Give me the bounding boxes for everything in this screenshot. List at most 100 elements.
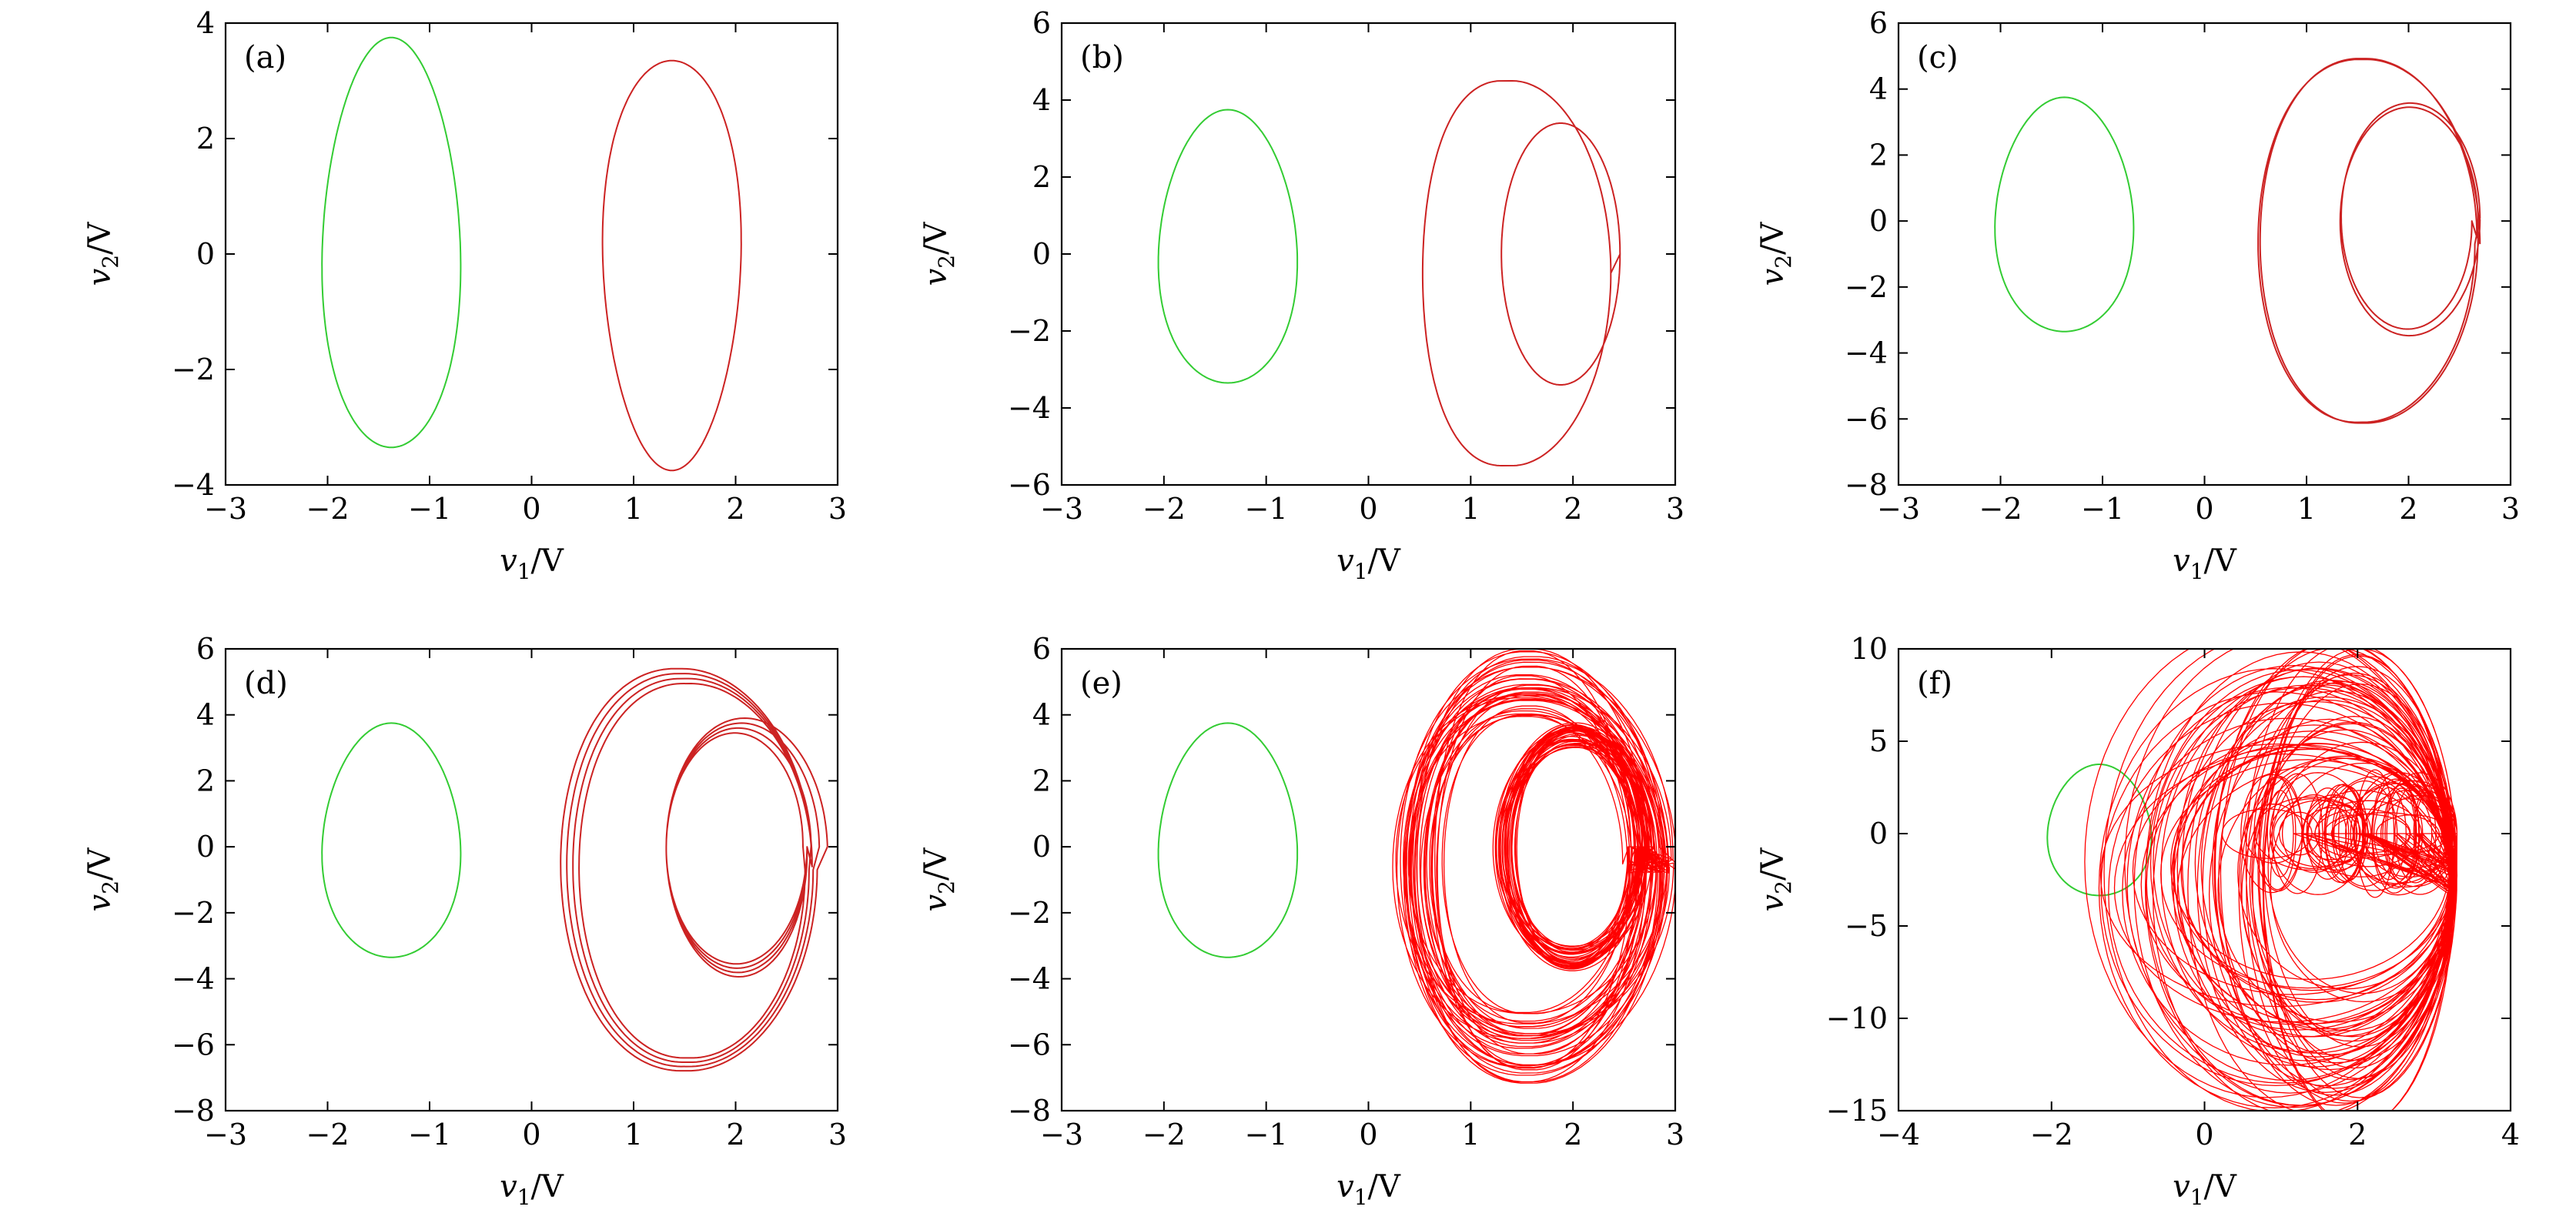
y-tick-label: 2 (1032, 764, 1051, 797)
x-tick-label: −3 (1877, 492, 1920, 526)
x-axis-label: v1/V (1337, 543, 1401, 584)
x-tick-label: 0 (1359, 1118, 1377, 1151)
x-tick-label: −3 (1040, 492, 1083, 526)
x-tick-label: 2 (726, 492, 744, 526)
panel-f: −4 −2 0 2 4 −15 −10 −5 0 5 10 (f) v1/V v2/V (1755, 632, 2520, 1210)
y-tick-label: −8 (1008, 1094, 1051, 1128)
x-tick-label: 2 (2399, 492, 2417, 526)
x-tick-label: 0 (1359, 492, 1377, 526)
series-red-orbit (601, 59, 742, 472)
y-tick-label: −5 (1845, 909, 1888, 943)
series-green-orbit (321, 722, 462, 958)
plot-area (2046, 649, 2458, 1111)
x-tick-label: 1 (624, 1118, 643, 1151)
plot-area (321, 36, 742, 472)
x-tick-label: −1 (408, 1118, 451, 1151)
series-red-orbit (1421, 80, 1621, 466)
y-tick-label: −2 (172, 896, 215, 930)
y-tick-label: 0 (1032, 830, 1051, 864)
x-tick-label: −2 (1979, 492, 2022, 526)
series-red-orbit (560, 667, 828, 1072)
y-axis-label: v2/V (918, 221, 959, 286)
y-tick-label: −6 (1845, 402, 1888, 436)
y-axis-label: v2/V (1755, 221, 1796, 286)
x-tick-label: 3 (1666, 492, 1684, 526)
x-tick-label: 1 (1461, 492, 1480, 526)
axes-frame (224, 22, 839, 486)
y-tick-label: 2 (1032, 160, 1051, 194)
x-tick-label: −3 (204, 492, 247, 526)
axes-frame (1060, 22, 1677, 486)
y-tick-label: −4 (1845, 336, 1888, 370)
y-tick-label: 2 (196, 764, 215, 797)
y-tick-label: 2 (196, 122, 215, 155)
x-tick-label: −2 (1142, 492, 1186, 526)
x-tick-label: −3 (1040, 1118, 1083, 1151)
x-tick-label: 0 (522, 492, 540, 526)
y-tick-label: 0 (1869, 204, 1888, 238)
x-tick-label: 2 (1564, 1118, 1582, 1151)
plot-area (321, 667, 828, 1072)
plot-area (1994, 58, 2481, 424)
x-tick-label: 2 (1564, 492, 1582, 526)
x-tick-label: −1 (408, 492, 451, 526)
y-tick-label: 4 (196, 698, 215, 732)
plot-area (1157, 649, 1675, 1084)
x-tick-label: 1 (624, 492, 643, 526)
x-tick-label: −3 (204, 1118, 247, 1151)
x-tick-label: 2 (726, 1118, 744, 1151)
y-tick-label: 2 (1869, 138, 1888, 172)
y-tick-label: 4 (1869, 72, 1888, 106)
y-tick-label: 10 (1851, 632, 1888, 666)
x-tick-label: 3 (828, 492, 847, 526)
panel-label: (d) (244, 666, 288, 701)
x-tick-label: −2 (306, 1118, 349, 1151)
series-green-orbit (2046, 764, 2153, 897)
y-tick-label: −4 (172, 962, 215, 996)
y-tick-label: −6 (1008, 1028, 1051, 1061)
x-tick-label: −1 (1245, 1118, 1288, 1151)
panel-b: −3 −2 −1 0 1 2 3 −6 −4 −2 0 2 4 6 (b) v1/V v2/V (918, 6, 1684, 584)
x-axis-label: v1/V (1337, 1169, 1401, 1210)
x-tick-label: −2 (306, 492, 349, 526)
y-tick-label: −6 (1008, 468, 1051, 502)
y-tick-label: −2 (172, 353, 215, 386)
y-axis-label: v2/V (82, 847, 123, 911)
x-axis-label: v1/V (2173, 543, 2237, 584)
x-axis-label: v1/V (500, 543, 564, 584)
y-tick-label: 6 (1032, 6, 1051, 40)
panel-label: (b) (1080, 40, 1124, 75)
y-tick-label: −4 (172, 468, 215, 502)
y-tick-label: 5 (1869, 724, 1888, 758)
panel-label: (f) (1917, 666, 1952, 701)
y-tick-label: −2 (1008, 896, 1051, 930)
y-tick-label: −4 (1008, 962, 1051, 996)
x-tick-label: 3 (828, 1118, 847, 1151)
y-tick-label: −4 (1008, 391, 1051, 425)
x-axis-label: v1/V (500, 1169, 564, 1210)
y-tick-label: −15 (1826, 1094, 1888, 1128)
y-tick-label: 0 (1869, 817, 1888, 851)
x-tick-label: −1 (1245, 492, 1288, 526)
x-tick-label: 4 (2501, 1118, 2520, 1151)
series-red-orbit (2257, 58, 2481, 424)
y-tick-label: −2 (1008, 314, 1051, 348)
y-tick-label: 4 (196, 6, 215, 40)
x-tick-label: −2 (2030, 1118, 2073, 1151)
y-tick-label: 4 (1032, 698, 1051, 732)
series-green-orbit (1157, 109, 1299, 384)
x-tick-label: −1 (2081, 492, 2124, 526)
y-tick-label: −2 (1845, 270, 1888, 304)
plot-area (1157, 80, 1621, 466)
x-tick-label: −4 (1877, 1118, 1920, 1151)
panel-label: (c) (1917, 40, 1959, 75)
y-tick-label: 6 (1032, 632, 1051, 666)
panel-a: −3 −2 −1 0 1 2 3 −4 −2 0 2 4 (a) v1/V v2/V (82, 6, 847, 584)
series-green-orbit (321, 36, 462, 449)
x-tick-label: 3 (2501, 492, 2520, 526)
panel-label: (e) (1080, 666, 1122, 701)
panel-label: (a) (244, 40, 286, 75)
y-tick-label: −8 (172, 1094, 215, 1128)
y-tick-label: 0 (1032, 237, 1051, 271)
y-axis-label: v2/V (82, 221, 123, 286)
